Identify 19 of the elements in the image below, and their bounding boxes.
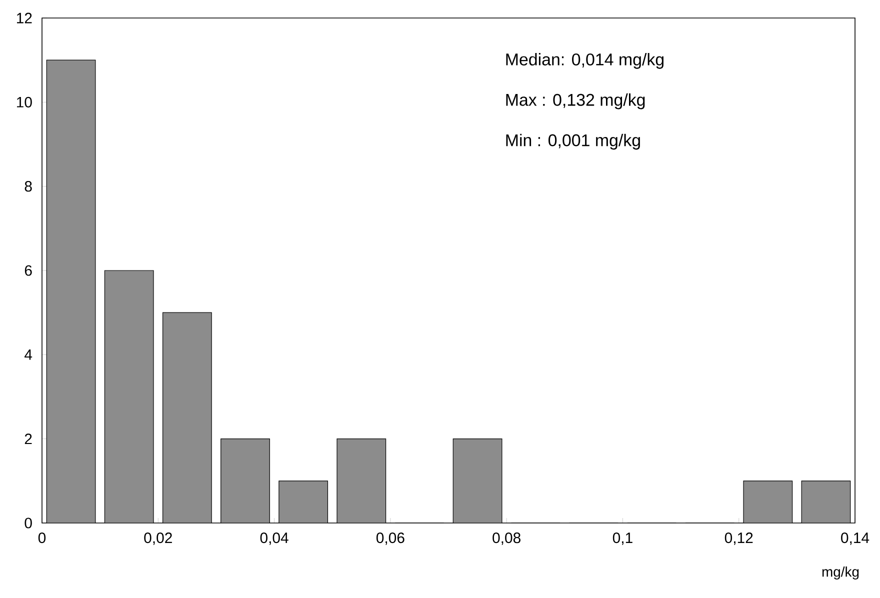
x-tick-label: 0,02 bbox=[144, 532, 172, 545]
y-tick-label: 8 bbox=[24, 181, 32, 192]
annotation: Min : 0,001 mg/kg bbox=[506, 134, 640, 150]
x-tick-label: 0,06 bbox=[376, 532, 404, 545]
x-tick-label: 0 bbox=[38, 532, 46, 544]
y-tick-label: 6 bbox=[24, 265, 32, 276]
annotation: Max : 0,132 mg/kg bbox=[506, 93, 645, 110]
x-axis-title: mg/kg bbox=[822, 566, 859, 580]
x-tick-label: 0,12 bbox=[724, 532, 753, 545]
y-tick-label: 2 bbox=[24, 434, 32, 444]
x-tick-label: 0,04 bbox=[260, 532, 288, 545]
y-tick-label: 4 bbox=[24, 350, 32, 360]
y-tick-label: 12 bbox=[17, 12, 32, 24]
x-tick-label: 0,1 bbox=[612, 532, 632, 545]
annotation: Median: 0,014 mg/kg bbox=[506, 53, 664, 69]
y-tick-label: 10 bbox=[17, 96, 32, 108]
x-tick-label: 0,14 bbox=[841, 532, 870, 545]
y-tick-label: 0 bbox=[24, 518, 32, 528]
x-tick-label: 0,08 bbox=[492, 532, 520, 545]
